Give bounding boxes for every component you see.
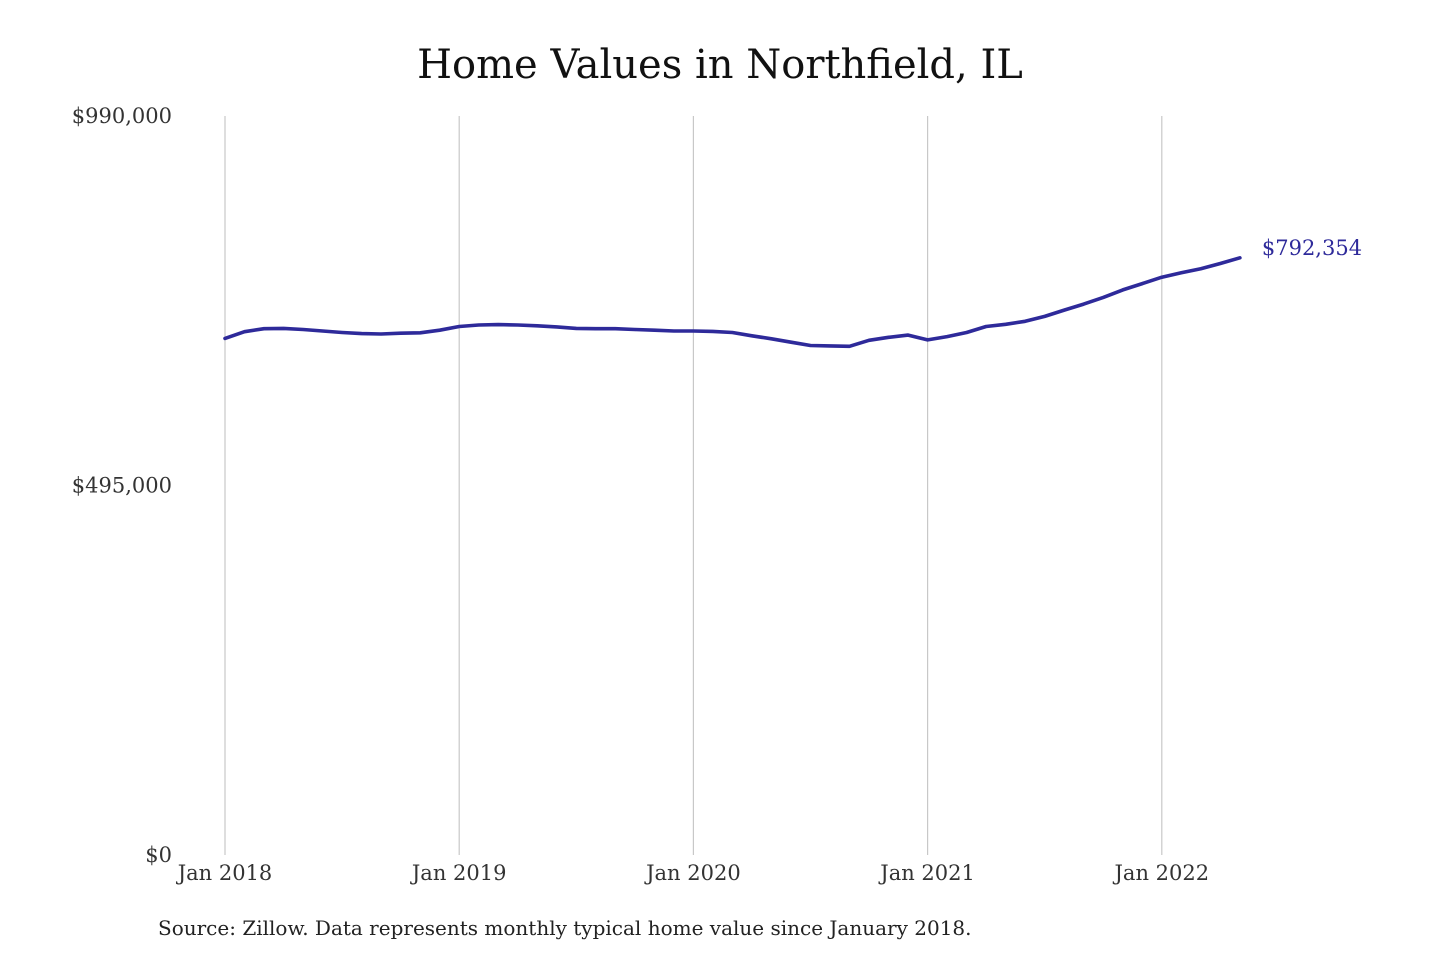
source-note: Source: Zillow. Data represents monthly …: [158, 916, 972, 940]
x-tick-label: Jan 2021: [878, 861, 975, 885]
y-tick-label: $495,000: [72, 474, 172, 498]
series-line: [223, 256, 1242, 349]
end-value-label: $792,354: [1262, 236, 1362, 260]
x-tick-label: Jan 2018: [176, 861, 273, 885]
x-tick-label: Jan 2020: [644, 861, 741, 885]
y-tick-label: $990,000: [72, 104, 172, 128]
x-tick-label: Jan 2022: [1113, 861, 1210, 885]
end-value-labels: $792,354: [1262, 236, 1362, 260]
x-axis: Jan 2018 Jan 2019 Jan 2020 Jan 2021 Jan 2022: [176, 861, 1209, 885]
y-axis: $0 $495,000 $990,000: [72, 104, 172, 867]
chart-title: Home Values in Northfield, IL: [417, 42, 1023, 88]
series-home-value: [223, 256, 1242, 349]
x-tick-label: Jan 2019: [410, 861, 507, 885]
y-tick-label: $0: [145, 843, 172, 867]
vertical-gridlines: [224, 116, 1163, 855]
